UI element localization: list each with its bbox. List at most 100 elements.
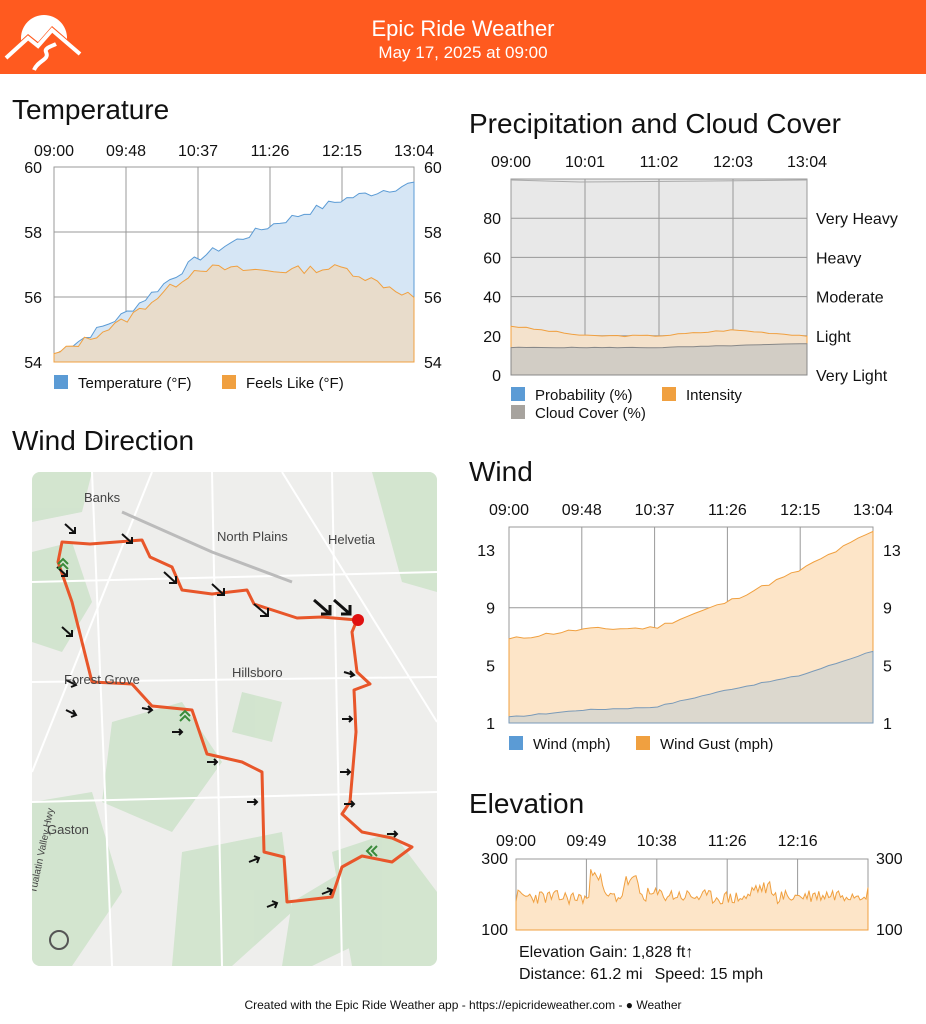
precip-time-label: 10:01	[565, 154, 605, 171]
legend-wind: Wind (mph)	[533, 736, 611, 753]
wind-y-tick-right: 9	[883, 601, 892, 618]
elevation-y-tick-right: 300	[876, 851, 903, 868]
elevation-y-tick-left: 300	[481, 851, 508, 868]
temperature-time-label: 09:00	[34, 143, 74, 160]
precip-time-label: 09:00	[491, 154, 531, 171]
precip-time-label: 13:04	[787, 154, 827, 171]
precip-intensity-label: Very Light	[816, 368, 888, 385]
elevation-chart: 09:00 09:49 10:38 11:26 12:16 300 300 100 100	[481, 833, 903, 939]
wind-y-tick-right: 1	[883, 716, 892, 733]
elevation-gain: Elevation Gain: 1,828 ft↑	[519, 944, 694, 961]
cloud-cover-series	[510, 343, 808, 376]
map-label-north-plains: North Plains	[217, 529, 288, 544]
temperature-y-tick-left: 60	[24, 160, 42, 177]
legend-swatch-feels-like	[222, 375, 236, 389]
wind-y-tick-left: 5	[486, 658, 495, 675]
precip-y-tick: 80	[483, 211, 501, 228]
elevation-series	[515, 869, 869, 931]
legend-intensity: Intensity	[686, 387, 742, 404]
wind-time-label: 09:00	[489, 502, 529, 519]
elevation-time-label: 09:00	[496, 833, 536, 850]
temperature-time-label: 13:04	[394, 143, 434, 160]
precip-time-label: 12:03	[713, 154, 753, 171]
temperature-time-label: 11:26	[251, 143, 290, 160]
elevation-time-label: 12:16	[778, 833, 818, 850]
elevation-title: Elevation	[469, 788, 585, 819]
precip-time-label: 11:02	[640, 154, 679, 171]
legend-feels-like: Feels Like (°F)	[246, 375, 344, 392]
legend-swatch-temperature	[54, 375, 68, 389]
wind-y-tick-left: 13	[477, 543, 495, 560]
precip-y-tick: 0	[492, 368, 501, 385]
feels-like-series	[53, 264, 415, 363]
legend-swatch-cloud-cover	[511, 405, 525, 419]
precip-intensity-label: Moderate	[816, 290, 884, 307]
precip-y-tick: 20	[483, 329, 501, 346]
wind-y-tick-left: 1	[486, 716, 495, 733]
footer: Created with the Epic Ride Weather app -…	[0, 998, 926, 1012]
temperature-y-tick-left: 58	[24, 225, 42, 242]
precip-y-tick: 40	[483, 290, 501, 307]
start-marker	[352, 614, 364, 626]
temperature-chart: 09:00 09:48 10:37 11:26 12:15 13:04 60 60 58 58 5…	[24, 143, 442, 392]
temperature-y-tick-right: 56	[424, 290, 442, 307]
map-label-banks: Banks	[84, 490, 121, 505]
temperature-y-tick-left: 54	[24, 355, 42, 372]
map-label-gaston: Gaston	[47, 822, 89, 837]
map-canvas	[32, 472, 437, 966]
temperature-y-tick-right: 54	[424, 355, 442, 372]
legend-temperature: Temperature (°F)	[78, 375, 192, 392]
temperature-title: Temperature	[12, 94, 170, 125]
wind-time-label: 10:37	[635, 502, 675, 519]
precip-intensity-label: Very Heavy	[816, 211, 898, 228]
map-label-forest-grove: Forest Grove	[64, 672, 140, 687]
app-logo-icon	[4, 15, 82, 71]
map-compass-icon[interactable]	[49, 930, 69, 950]
legend-wind-gust: Wind Gust (mph)	[660, 736, 773, 753]
precip-intensity-label: Light	[816, 329, 851, 346]
wind-time-label: 09:48	[562, 502, 602, 519]
wind-time-label: 12:15	[780, 502, 820, 519]
wind-gust-series	[508, 530, 874, 724]
wind-y-tick-right: 5	[883, 658, 892, 675]
wind-y-tick-right: 13	[883, 543, 901, 560]
ride-date: May 17, 2025 at 09:00	[378, 43, 548, 62]
distance: Distance: 61.2 mi	[519, 966, 643, 983]
speed: Speed: 15 mph	[654, 966, 764, 983]
legend-swatch-probability	[511, 387, 525, 401]
temperature-y-tick-right: 60	[424, 160, 442, 177]
elevation-time-label: 11:26	[708, 833, 747, 850]
legend-swatch-wind	[509, 736, 523, 750]
wind-series	[508, 650, 874, 724]
footer-brand: Weather	[636, 998, 682, 1012]
probability-series	[510, 179, 808, 183]
route-map[interactable]: Banks North Plains Helvetia Forest Grove…	[32, 472, 437, 966]
elevation-y-tick-left: 100	[481, 922, 508, 939]
wind-chart: 09:00 09:48 10:37 11:26 12:15 13:04 13 13 9 9 5 5 1…	[477, 502, 901, 753]
legend-probability: Probability (%)	[535, 387, 633, 404]
temperature-time-label: 09:48	[106, 143, 146, 160]
map-label-helvetia: Helvetia	[328, 532, 375, 547]
elevation-y-tick-right: 100	[876, 922, 903, 939]
legend-cloud-cover: Cloud Cover (%)	[535, 405, 646, 422]
precipitation-chart: 09:00 10:01 11:02 12:03 13:04 80 60 40 20 0 Very…	[483, 154, 898, 422]
legend-swatch-wind-gust	[636, 736, 650, 750]
apple-icon: ●	[625, 998, 634, 1012]
temperature-y-tick-right: 58	[424, 225, 442, 242]
app-header: Epic Ride Weather May 17, 2025 at 09:00	[0, 0, 926, 74]
route-path	[56, 538, 414, 904]
wind-time-label: 13:04	[853, 502, 893, 519]
map-label-hillsboro: Hillsboro	[232, 665, 283, 680]
elevation-time-label: 10:38	[637, 833, 677, 850]
wind-direction-title: Wind Direction	[12, 425, 195, 456]
wind-title: Wind	[469, 456, 533, 487]
temperature-y-tick-left: 56	[24, 290, 42, 307]
legend-swatch-intensity	[662, 387, 676, 401]
precip-intensity-label: Heavy	[816, 250, 861, 267]
precipitation-title: Precipitation and Cloud Cover	[469, 108, 841, 139]
precip-y-tick: 60	[483, 250, 501, 267]
elevation-time-label: 09:49	[566, 833, 606, 850]
temperature-time-label: 12:15	[322, 143, 362, 160]
app-title: Epic Ride Weather	[371, 16, 555, 41]
wind-y-tick-left: 9	[486, 601, 495, 618]
